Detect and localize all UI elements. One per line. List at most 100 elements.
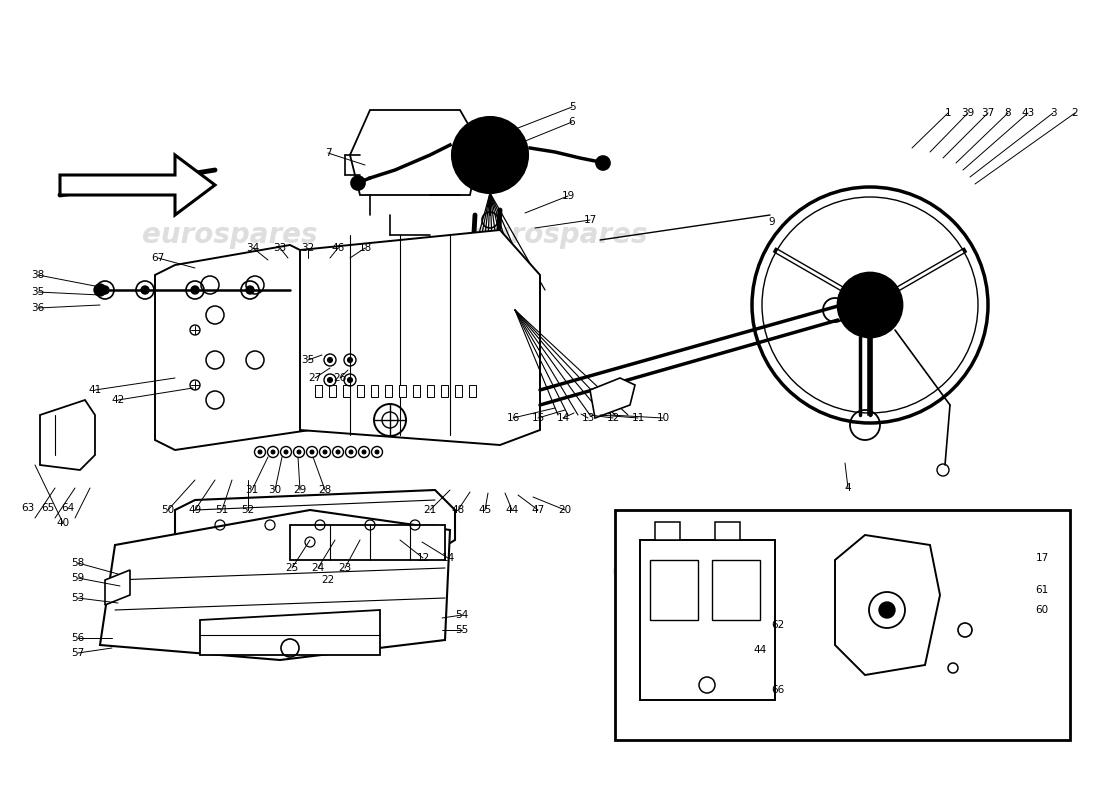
Polygon shape — [715, 522, 740, 540]
Circle shape — [351, 176, 365, 190]
Text: 14: 14 — [441, 553, 454, 563]
Text: eurospares: eurospares — [472, 221, 648, 249]
Text: 59: 59 — [72, 573, 85, 583]
Text: 57: 57 — [72, 648, 85, 658]
Polygon shape — [835, 535, 940, 675]
Circle shape — [101, 286, 109, 294]
Circle shape — [271, 450, 275, 454]
Polygon shape — [654, 522, 680, 540]
Circle shape — [336, 450, 340, 454]
Text: 39: 39 — [961, 108, 975, 118]
Text: 37: 37 — [981, 108, 994, 118]
Text: 26: 26 — [333, 373, 346, 383]
Text: 1: 1 — [945, 108, 952, 118]
Text: 38: 38 — [32, 270, 45, 280]
Circle shape — [348, 378, 352, 382]
Text: 2: 2 — [1071, 108, 1078, 118]
Polygon shape — [60, 155, 215, 215]
Bar — [650, 560, 699, 620]
Text: 41: 41 — [88, 385, 101, 395]
Text: 53: 53 — [72, 593, 85, 603]
Polygon shape — [343, 385, 350, 397]
Text: 25: 25 — [285, 563, 298, 573]
Text: 7: 7 — [324, 148, 331, 158]
Circle shape — [375, 450, 379, 454]
Text: 61: 61 — [1035, 585, 1048, 595]
Text: 23: 23 — [339, 563, 352, 573]
Circle shape — [879, 602, 895, 618]
Text: 66: 66 — [771, 685, 784, 695]
Text: 48: 48 — [451, 505, 464, 515]
Polygon shape — [200, 610, 380, 655]
Text: 16: 16 — [506, 413, 519, 423]
Text: 63: 63 — [21, 503, 34, 513]
Text: 31: 31 — [245, 485, 258, 495]
Polygon shape — [175, 490, 455, 565]
Text: 5: 5 — [569, 102, 575, 112]
Text: 17: 17 — [583, 215, 596, 225]
Text: 40: 40 — [56, 518, 69, 528]
Bar — [615, 510, 1070, 740]
Circle shape — [246, 286, 254, 294]
Text: 34: 34 — [246, 243, 260, 253]
Text: 51: 51 — [216, 505, 229, 515]
Polygon shape — [300, 230, 540, 445]
Circle shape — [258, 450, 262, 454]
Polygon shape — [455, 385, 462, 397]
Circle shape — [141, 286, 149, 294]
Text: 17: 17 — [1035, 553, 1048, 563]
Polygon shape — [329, 385, 336, 397]
Text: 32: 32 — [301, 243, 315, 253]
Text: 47: 47 — [531, 505, 544, 515]
Text: 64: 64 — [62, 503, 75, 513]
Polygon shape — [350, 110, 480, 195]
Text: 21: 21 — [424, 505, 437, 515]
Text: 18: 18 — [359, 243, 372, 253]
Text: 45: 45 — [478, 505, 492, 515]
Text: 44: 44 — [505, 505, 518, 515]
Text: 14: 14 — [557, 413, 570, 423]
Text: 46: 46 — [331, 243, 344, 253]
Text: 8: 8 — [1004, 108, 1011, 118]
Text: A: A — [961, 660, 969, 670]
Text: 9: 9 — [769, 217, 776, 227]
Bar — [712, 560, 760, 620]
Circle shape — [349, 450, 353, 454]
Text: 3: 3 — [1049, 108, 1056, 118]
Circle shape — [323, 450, 327, 454]
Text: 67: 67 — [152, 253, 165, 263]
Text: 54: 54 — [455, 610, 469, 620]
Text: 44: 44 — [754, 645, 767, 655]
Text: 65: 65 — [42, 503, 55, 513]
Text: 36: 36 — [32, 303, 45, 313]
Circle shape — [452, 117, 528, 193]
Text: 456M GTA: 456M GTA — [954, 721, 1055, 739]
Circle shape — [838, 273, 902, 337]
Text: 4: 4 — [845, 483, 851, 493]
Circle shape — [596, 156, 611, 170]
Text: 24: 24 — [311, 563, 324, 573]
Text: 33: 33 — [274, 243, 287, 253]
Polygon shape — [427, 385, 434, 397]
Text: 52: 52 — [241, 505, 254, 515]
Text: 49: 49 — [188, 505, 201, 515]
Polygon shape — [385, 385, 392, 397]
Text: 12: 12 — [417, 553, 430, 563]
Text: 56: 56 — [72, 633, 85, 643]
Text: 11: 11 — [631, 413, 645, 423]
Text: 29: 29 — [294, 485, 307, 495]
Polygon shape — [441, 385, 448, 397]
Text: A: A — [621, 527, 628, 537]
Text: 55: 55 — [455, 625, 469, 635]
Text: 60: 60 — [1035, 605, 1048, 615]
Circle shape — [297, 450, 301, 454]
Circle shape — [310, 450, 314, 454]
Circle shape — [482, 147, 498, 163]
Polygon shape — [371, 385, 378, 397]
Text: 27: 27 — [308, 373, 321, 383]
Circle shape — [94, 284, 106, 296]
Bar — [290, 525, 446, 560]
Text: 20: 20 — [559, 505, 572, 515]
Polygon shape — [100, 510, 450, 660]
Text: 50: 50 — [162, 505, 175, 515]
